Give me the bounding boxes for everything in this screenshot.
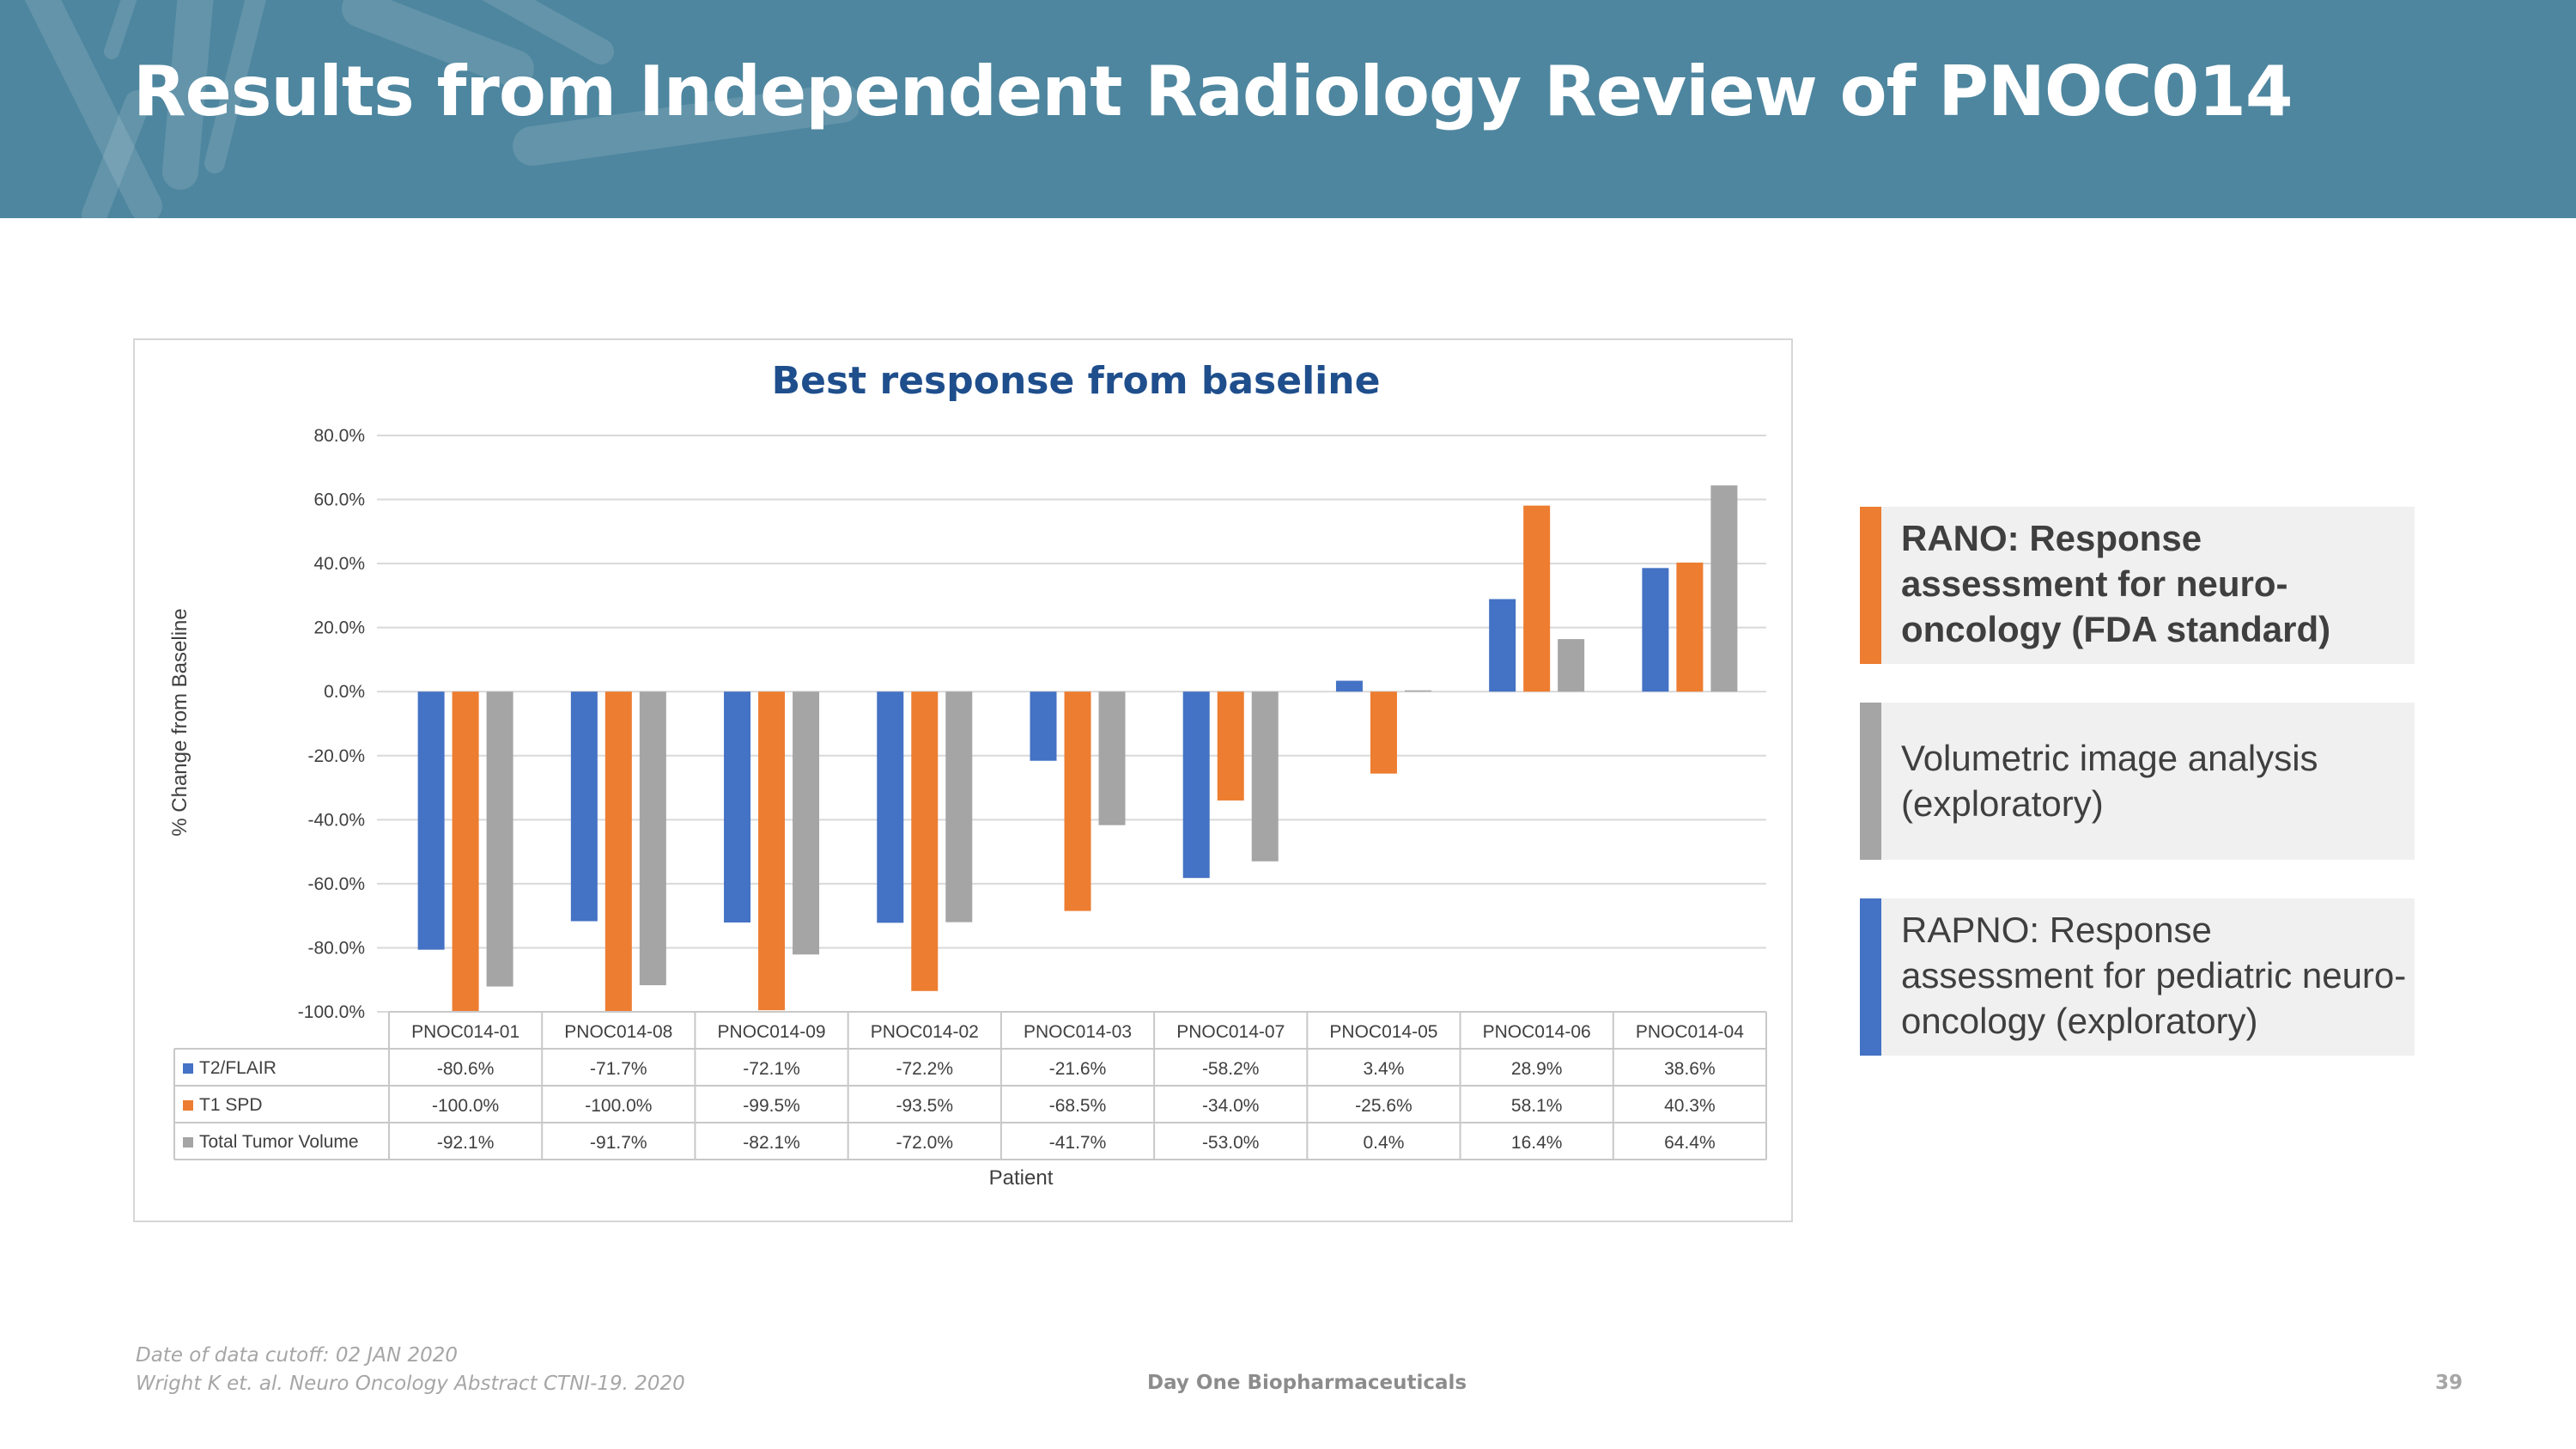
- x-category-label: PNOC014-08: [564, 1022, 672, 1042]
- bar-t2-flair: [570, 691, 598, 922]
- x-axis-title: Patient: [989, 1166, 1054, 1190]
- x-category-label: PNOC014-02: [871, 1022, 979, 1042]
- legend-item-volumetric: Volumetric image analysis (exploratory): [1860, 703, 2415, 860]
- legend-color-bar: [1860, 703, 1881, 860]
- slide-title: Results from Independent Radiology Revie…: [133, 52, 2293, 131]
- data-label: -99.5%: [743, 1096, 800, 1116]
- bar-t2-flair: [724, 691, 751, 922]
- data-label: 0.4%: [1364, 1133, 1405, 1153]
- y-tick-label: -80.0%: [307, 938, 365, 958]
- x-category-label: PNOC014-07: [1176, 1022, 1285, 1042]
- header-decoration: [24, 0, 859, 218]
- legend-item-rapno: RAPNO: Response assessment for pediatric…: [1860, 898, 2415, 1056]
- data-label: -72.1%: [743, 1059, 800, 1079]
- data-label: -68.5%: [1049, 1096, 1107, 1116]
- bar-t1-spd: [605, 691, 632, 1012]
- legend-label: RAPNO: Response assessment for pediatric…: [1901, 910, 2407, 1041]
- data-label: -53.0%: [1202, 1133, 1260, 1153]
- bar-t1-spd: [1370, 691, 1397, 774]
- data-label: -41.7%: [1049, 1133, 1107, 1153]
- data-label: -72.2%: [896, 1059, 954, 1079]
- bar-t2-flair: [1642, 568, 1669, 692]
- y-tick-label: 20.0%: [313, 618, 365, 638]
- data-label: -100.0%: [432, 1096, 499, 1116]
- data-label: 16.4%: [1511, 1133, 1563, 1153]
- data-label: -100.0%: [585, 1096, 652, 1116]
- legend-color-bar: [1860, 507, 1881, 664]
- y-tick-label: -20.0%: [307, 746, 365, 766]
- x-category-label: PNOC014-05: [1329, 1022, 1437, 1042]
- page-number: 39: [2435, 1372, 2464, 1394]
- bar-t1-spd: [1217, 691, 1244, 801]
- data-label: -34.0%: [1202, 1096, 1260, 1116]
- x-category-label: PNOC014-03: [1024, 1022, 1132, 1042]
- bar-total-tumor-volume: [945, 691, 973, 922]
- legend-color-bar: [1860, 898, 1881, 1056]
- bar-t1-spd: [1523, 505, 1551, 692]
- data-label: -93.5%: [896, 1096, 954, 1116]
- bar-t1-spd: [1676, 562, 1704, 692]
- data-label: 3.4%: [1364, 1059, 1405, 1079]
- y-axis-title: % Change from Baseline: [168, 608, 191, 836]
- data-label: -58.2%: [1202, 1059, 1260, 1079]
- bar-total-tumor-volume: [1558, 639, 1585, 692]
- data-label: 64.4%: [1664, 1133, 1716, 1153]
- bar-t2-flair: [1182, 691, 1210, 879]
- data-label: 40.3%: [1664, 1096, 1716, 1116]
- bar-t2-flair: [1489, 599, 1516, 692]
- bar-chart: Best response from baseline Patient % Ch…: [168, 359, 1767, 1190]
- series-name-label: Total Tumor Volume: [199, 1132, 359, 1152]
- company-name: Day One Biopharmaceuticals: [1147, 1372, 1467, 1394]
- data-label: 28.9%: [1511, 1059, 1563, 1079]
- footnote-reference: Wright K et. al. Neuro Oncology Abstract…: [136, 1373, 685, 1395]
- bar-total-tumor-volume: [1098, 691, 1126, 825]
- series-name-label: T2/FLAIR: [199, 1058, 276, 1078]
- y-tick-label: 40.0%: [313, 554, 365, 574]
- bar-t2-flair: [1030, 691, 1057, 761]
- bar-total-tumor-volume: [793, 691, 820, 955]
- data-label: -25.6%: [1355, 1096, 1413, 1116]
- y-tick-label: -60.0%: [307, 874, 365, 894]
- x-category-label: PNOC014-01: [411, 1022, 519, 1042]
- bar-t1-spd: [911, 691, 939, 991]
- y-tick-label: 0.0%: [324, 682, 365, 702]
- y-tick-label: -40.0%: [307, 810, 365, 830]
- data-label: -71.7%: [590, 1059, 647, 1079]
- bar-total-tumor-volume: [1710, 485, 1738, 692]
- chart-container: Best response from baseline Patient % Ch…: [133, 338, 1793, 1222]
- data-label: -21.6%: [1049, 1059, 1107, 1079]
- bar-total-tumor-volume: [1251, 691, 1279, 861]
- x-category-label: PNOC014-06: [1483, 1022, 1591, 1042]
- data-label: -91.7%: [590, 1133, 647, 1153]
- legend-key: [183, 1063, 193, 1074]
- slide-header: Results from Independent Radiology Revie…: [0, 0, 2576, 218]
- legend-item-rano: RANO: Response assessment for neuro-onco…: [1860, 507, 2415, 664]
- bar-t1-spd: [452, 691, 479, 1012]
- bar-t2-flair: [417, 691, 445, 950]
- y-tick-label: -100.0%: [298, 1002, 365, 1022]
- data-label: 58.1%: [1511, 1096, 1563, 1116]
- bar-t2-flair: [877, 691, 904, 923]
- data-label: -82.1%: [743, 1133, 800, 1153]
- data-label: -72.0%: [896, 1133, 954, 1153]
- x-category-label: PNOC014-09: [718, 1022, 826, 1042]
- legend-label: RANO: Response assessment for neuro-onco…: [1901, 518, 2331, 649]
- bar-t2-flair: [1335, 680, 1363, 692]
- x-category-label: PNOC014-04: [1636, 1022, 1744, 1042]
- chart-title: Best response from baseline: [772, 359, 1381, 403]
- legend-label: Volumetric image analysis (exploratory): [1901, 738, 2318, 824]
- legend-key: [183, 1137, 193, 1148]
- y-tick-label: 80.0%: [313, 426, 365, 446]
- series-name-label: T1 SPD: [199, 1095, 263, 1115]
- bar-t1-spd: [758, 691, 786, 1011]
- data-label: -80.6%: [437, 1059, 495, 1079]
- bar-total-tumor-volume: [486, 691, 513, 987]
- data-label: -92.1%: [437, 1133, 495, 1153]
- data-label: 38.6%: [1664, 1059, 1716, 1079]
- footnote-data-cutoff: Date of data cutoff: 02 JAN 2020: [136, 1344, 458, 1367]
- bar-t1-spd: [1064, 691, 1091, 911]
- y-tick-label: 60.0%: [313, 490, 365, 510]
- bar-total-tumor-volume: [639, 691, 666, 986]
- legend-key: [183, 1100, 193, 1111]
